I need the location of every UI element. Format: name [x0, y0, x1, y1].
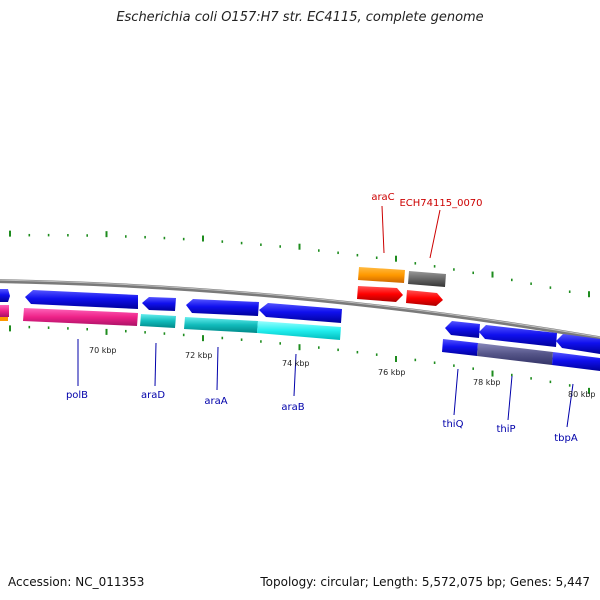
gene-label-arad[interactable]: araD	[141, 390, 165, 401]
gene-feature[interactable]	[257, 321, 341, 340]
gene-feature[interactable]	[406, 290, 443, 306]
gene-labels: polB araD araA araB thiQ thiP tbpA	[66, 390, 578, 444]
genome-backbone	[0, 279, 600, 341]
gene-feature[interactable]	[442, 339, 478, 356]
gene-feature-arac[interactable]	[358, 267, 405, 283]
gene-feature[interactable]	[186, 299, 259, 316]
gene-feature[interactable]	[556, 334, 600, 354]
gene-feature[interactable]	[357, 286, 403, 302]
map-title: Escherichia coli O157:H7 str. EC4115, co…	[116, 10, 484, 25]
genome-summary-text: Topology: circular; Length: 5,572,075 bp…	[260, 575, 590, 589]
accession-text: Accession: NC_011353	[8, 575, 145, 589]
gene-label-araa[interactable]: araA	[204, 396, 227, 407]
gene-feature[interactable]	[140, 314, 176, 328]
gene-label-thiq[interactable]: thiQ	[443, 419, 464, 430]
scale-label-78: 78 kbp	[473, 378, 501, 387]
gene-label-ech74115-0070[interactable]: ECH74115_0070	[399, 198, 482, 209]
scale-label-74: 74 kbp	[282, 359, 310, 368]
gene-feature[interactable]	[25, 290, 138, 309]
gene-feature[interactable]	[0, 305, 9, 317]
gene-label-arac[interactable]: araC	[371, 192, 394, 203]
gene-feature[interactable]	[0, 289, 10, 302]
inner-tick-ring	[9, 325, 590, 394]
gene-feature[interactable]	[479, 325, 557, 347]
gene-feature[interactable]	[552, 352, 600, 371]
gene-feature[interactable]	[445, 321, 480, 338]
gene-label-thip[interactable]: thiP	[496, 424, 515, 435]
gene-label-arab[interactable]: araB	[281, 402, 304, 413]
scale-labels: 70 kbp 72 kbp 74 kbp 76 kbp 78 kbp 80 kb…	[89, 346, 596, 399]
gene-feature[interactable]	[142, 297, 176, 311]
highlight-labels: araC ECH74115_0070	[371, 192, 482, 209]
scale-label-70: 70 kbp	[89, 346, 117, 355]
scale-label-80: 80 kbp	[568, 390, 596, 399]
gene-feature[interactable]	[23, 308, 138, 326]
outer-tick-ring	[9, 230, 590, 298]
gene-feature[interactable]	[477, 343, 553, 365]
gene-label-polb[interactable]: polB	[66, 390, 88, 401]
gene-feature[interactable]	[259, 303, 342, 323]
gene-feature-ech74115-0070[interactable]	[408, 271, 446, 287]
scale-label-72: 72 kbp	[185, 351, 213, 360]
gene-label-tbpa[interactable]: tbpA	[554, 433, 578, 444]
gene-feature[interactable]	[0, 317, 8, 321]
label-connectors	[77, 205, 574, 428]
scale-label-76: 76 kbp	[378, 368, 406, 377]
gene-feature[interactable]	[184, 317, 258, 333]
